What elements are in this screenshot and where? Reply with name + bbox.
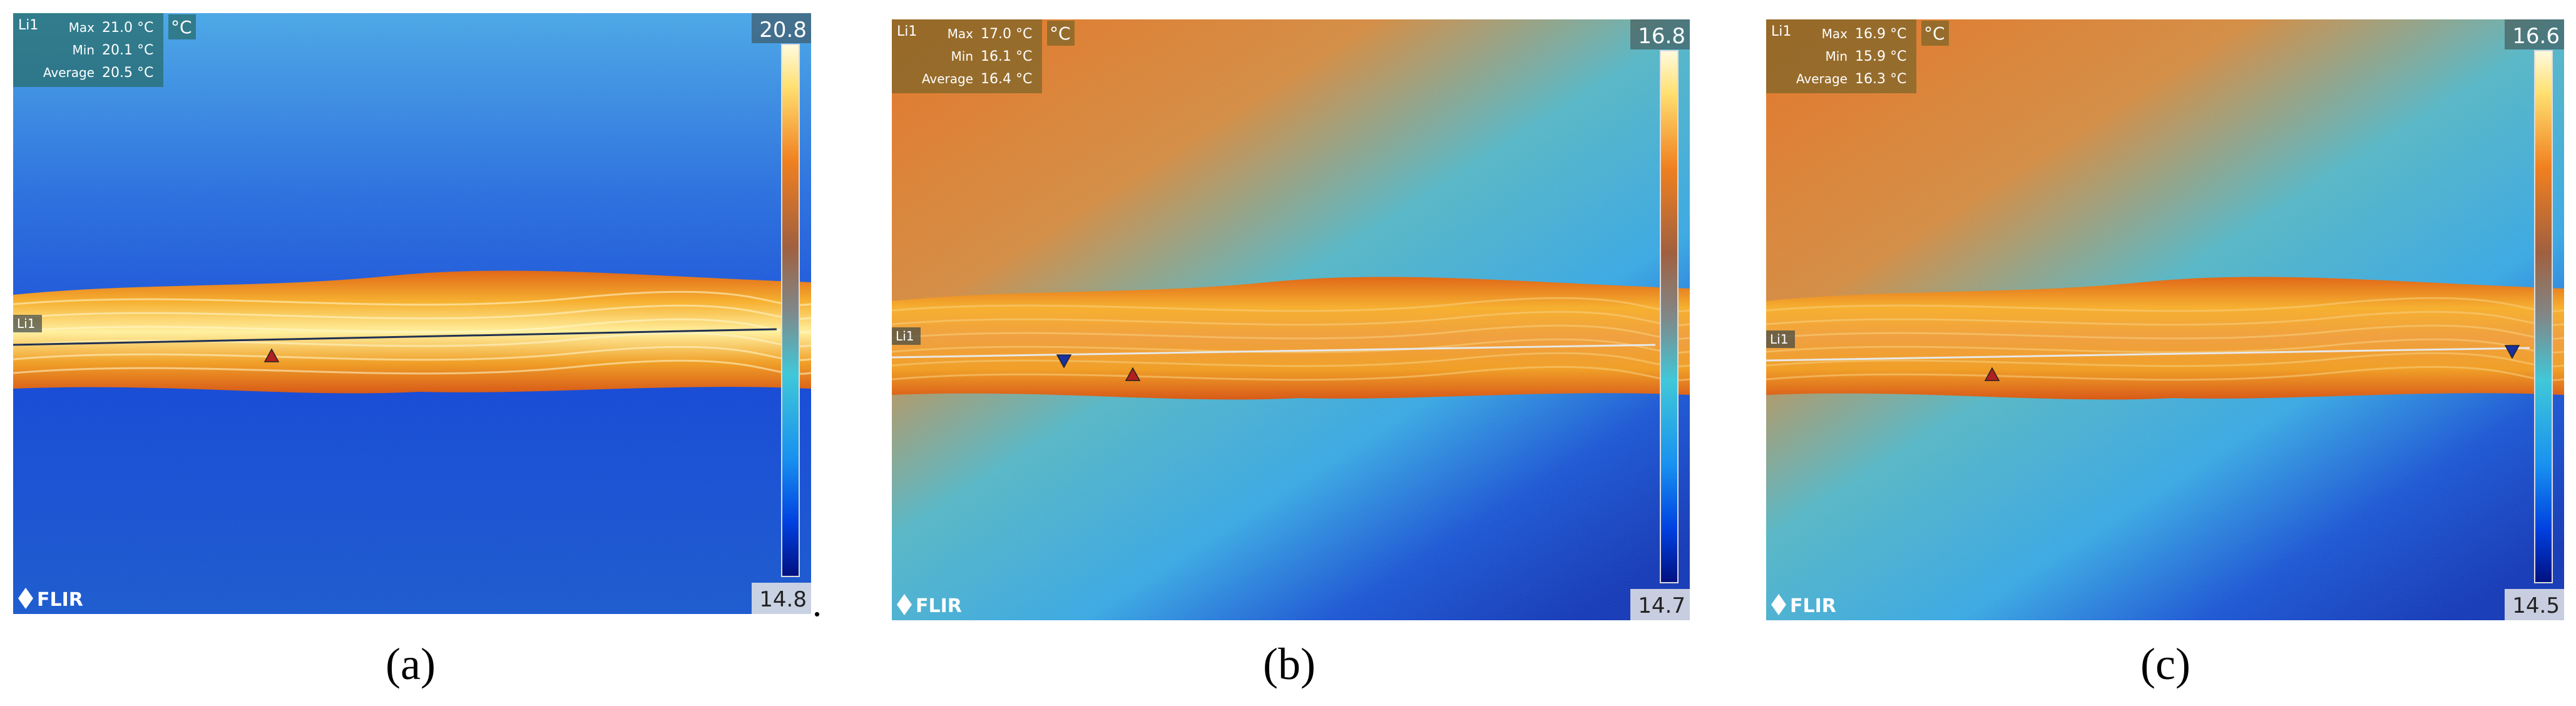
thermal-image: Li1 Li1 Max 16.9 °C Min 15.9 °C Average 16.3 °C… bbox=[1766, 19, 2564, 620]
stats-title: Li1 bbox=[897, 24, 917, 39]
stat-value: 16.1 °C bbox=[981, 49, 1032, 64]
stat-label: Max bbox=[1822, 26, 1848, 41]
fiber-streak bbox=[892, 297, 1690, 312]
fiber-streak bbox=[1766, 366, 2564, 381]
line-label: Li1 bbox=[1770, 332, 1788, 347]
stat-value: 17.0 °C bbox=[981, 26, 1032, 42]
fiber-streak bbox=[1766, 297, 2564, 312]
scale-max: 16.6 bbox=[2512, 24, 2560, 49]
marker bbox=[263, 348, 280, 362]
logo: FLIR bbox=[916, 595, 962, 617]
profile-line bbox=[1766, 347, 2530, 362]
fiber-streak bbox=[892, 366, 1690, 381]
scale-max: 20.8 bbox=[759, 18, 807, 43]
fiber-streak bbox=[1766, 324, 2564, 340]
color-scale bbox=[1660, 50, 1679, 583]
stats-title: Li1 bbox=[18, 18, 38, 33]
marker bbox=[1984, 367, 2000, 381]
trailing-mark: . bbox=[812, 583, 822, 624]
stats-box bbox=[1766, 19, 1916, 93]
stat-value: 20.1 °C bbox=[102, 43, 153, 58]
scale-max-box bbox=[2505, 19, 2564, 49]
marker bbox=[1125, 367, 1141, 381]
fiber-streak bbox=[13, 290, 811, 306]
color-scale bbox=[781, 44, 800, 577]
stats-box bbox=[13, 13, 163, 87]
fiber-streak bbox=[13, 332, 811, 347]
logo-icon bbox=[18, 588, 33, 609]
unit-box bbox=[168, 14, 196, 39]
stat-label: Average bbox=[43, 65, 95, 80]
scale-min: 14.8 bbox=[759, 587, 807, 612]
fiber-streak bbox=[13, 304, 811, 320]
fiber-streak bbox=[892, 324, 1690, 340]
scale-min: 14.7 bbox=[1638, 593, 1685, 618]
fiber-streak bbox=[13, 359, 811, 375]
marker bbox=[1056, 354, 1072, 369]
fiber-streak bbox=[1766, 310, 2564, 326]
scale-min-box bbox=[1630, 589, 1690, 620]
logo: FLIR bbox=[1790, 595, 1836, 617]
stat-label: Min bbox=[951, 49, 974, 64]
fiber-streak bbox=[892, 310, 1690, 326]
unit-box bbox=[1047, 21, 1075, 46]
caption: (a) bbox=[386, 639, 436, 689]
marker bbox=[2504, 345, 2520, 359]
logo: FLIR bbox=[37, 589, 83, 611]
profile-line bbox=[13, 328, 777, 346]
stat-value: 21.0 °C bbox=[102, 20, 153, 36]
stat-value: 15.9 °C bbox=[1855, 49, 1906, 64]
stat-label: Max bbox=[69, 20, 95, 35]
scale-min-box bbox=[752, 583, 811, 614]
scale-max: 16.8 bbox=[1638, 24, 1685, 49]
stat-label: Max bbox=[948, 26, 974, 41]
caption: (c) bbox=[2140, 639, 2190, 689]
unit: °C bbox=[171, 17, 192, 38]
fiber-streak bbox=[13, 345, 811, 361]
line-label-box bbox=[892, 327, 921, 345]
logo-icon bbox=[897, 594, 912, 615]
scale-min-box bbox=[2505, 589, 2564, 620]
unit-box bbox=[1921, 21, 1949, 46]
line-label-box bbox=[1766, 330, 1795, 348]
logo-icon bbox=[1771, 594, 1786, 615]
fiber-streak bbox=[1766, 352, 2564, 367]
unit: °C bbox=[1924, 23, 1945, 44]
caption: (b) bbox=[1263, 639, 1316, 689]
fiber-streak bbox=[892, 352, 1690, 367]
scale-max-box bbox=[752, 13, 811, 43]
fiber-streak bbox=[13, 318, 811, 334]
color-scale bbox=[2534, 50, 2553, 583]
thermal-image: Li1 Li1 Max 21.0 °C Min 20.1 °C Average 20.5 °C… bbox=[13, 13, 811, 614]
fiber-streak bbox=[892, 338, 1690, 354]
thermal-image: Li1 Li1 Max 17.0 °C Min 16.1 °C Average 16.4 °C… bbox=[892, 19, 1690, 620]
line-label-box bbox=[13, 315, 42, 332]
stat-label: Average bbox=[922, 71, 973, 86]
stat-label: Average bbox=[1796, 71, 1848, 86]
stat-value: 16.4 °C bbox=[981, 71, 1032, 87]
stat-value: 16.9 °C bbox=[1855, 26, 1906, 42]
scale-min: 14.5 bbox=[2512, 593, 2560, 618]
stat-value: 20.5 °C bbox=[102, 65, 153, 81]
stat-label: Min bbox=[73, 43, 95, 58]
scale-max-box bbox=[1630, 19, 1690, 49]
stat-label: Min bbox=[1826, 49, 1848, 64]
unit: °C bbox=[1050, 23, 1071, 44]
stat-value: 16.3 °C bbox=[1855, 71, 1906, 87]
stats-box bbox=[892, 19, 1042, 93]
line-label: Li1 bbox=[896, 329, 914, 344]
stats-title: Li1 bbox=[1771, 24, 1791, 39]
line-label: Li1 bbox=[17, 316, 35, 331]
profile-line bbox=[892, 344, 1656, 359]
